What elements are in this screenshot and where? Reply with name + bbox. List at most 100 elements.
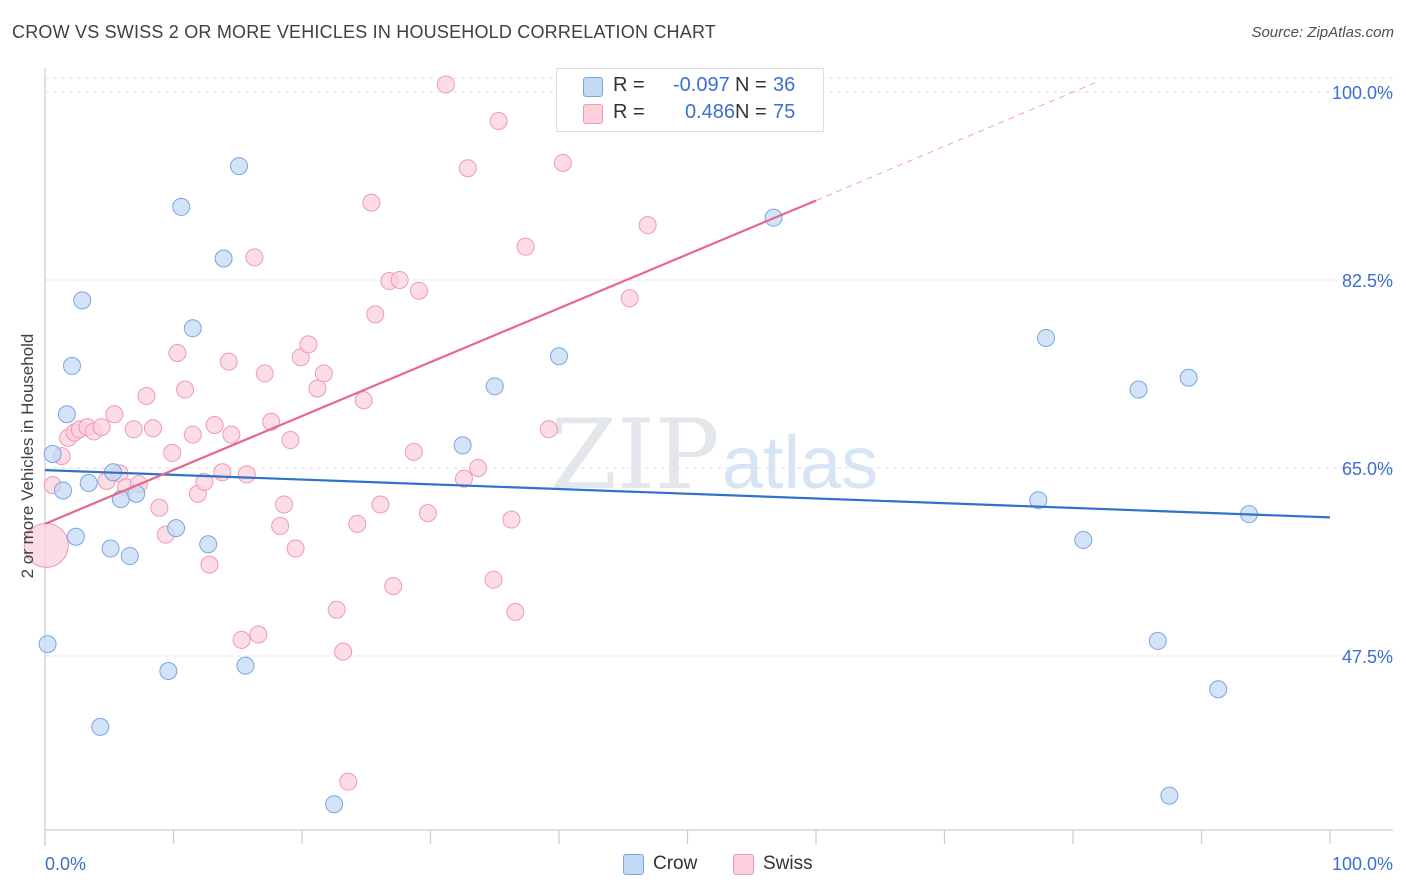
crow-point — [1148, 631, 1167, 650]
crow-point — [550, 347, 568, 366]
swiss-point — [620, 289, 639, 308]
swiss-point — [299, 335, 318, 354]
y-tick-label: 47.5% — [1342, 647, 1393, 667]
swiss-n-value: 75 — [773, 101, 796, 123]
swiss-point — [195, 472, 214, 491]
swiss-point — [213, 463, 232, 482]
crow-point — [1179, 368, 1198, 387]
swiss-point — [255, 364, 274, 383]
crow-point — [43, 445, 62, 463]
crow-point — [79, 474, 98, 493]
swiss-point — [489, 111, 508, 130]
swiss-point — [275, 495, 294, 514]
swiss-point — [506, 602, 525, 621]
swiss-point — [124, 420, 143, 439]
swiss-point — [262, 412, 281, 431]
swiss-point — [150, 498, 169, 517]
swiss-trend-extension — [815, 80, 1099, 201]
swiss-point — [245, 248, 264, 267]
swiss-point — [469, 458, 488, 477]
swiss-point — [271, 516, 290, 535]
y-tick-label: 65.0% — [1342, 459, 1393, 479]
swiss-point — [409, 281, 428, 300]
crow-point — [62, 356, 81, 375]
crow-point — [1074, 530, 1093, 549]
swiss-point — [553, 153, 572, 172]
x-tick-label-max: 100.0% — [1332, 854, 1393, 874]
swiss-point — [371, 495, 390, 514]
crow-point — [453, 436, 472, 455]
swiss-point — [516, 237, 535, 256]
swiss-n-label: N = — [735, 101, 767, 123]
chart-title: CROW VS SWISS 2 OR MORE VEHICLES IN HOUS… — [12, 22, 717, 42]
swiss-point — [183, 425, 202, 444]
swiss-point — [454, 469, 473, 488]
crow-point — [159, 662, 178, 681]
swiss-point — [339, 772, 358, 791]
crow-point — [1037, 328, 1056, 347]
swiss-point — [539, 420, 558, 439]
bottom-crow-label: Crow — [653, 853, 698, 874]
swiss-point — [219, 352, 238, 371]
swiss-r-label: R = — [613, 101, 645, 123]
swiss-point — [314, 364, 333, 383]
crow-point — [236, 656, 255, 675]
crow-n-value: 36 — [773, 74, 796, 96]
swiss-point — [237, 465, 256, 484]
swiss-point — [638, 216, 657, 235]
swiss-trend-line — [44, 199, 817, 525]
swiss-point — [168, 344, 187, 363]
crow-point — [214, 249, 233, 268]
swiss-swatch — [583, 104, 603, 124]
swiss-point — [404, 442, 423, 461]
swiss-point — [249, 625, 268, 644]
bottom-crow-swatch — [623, 854, 644, 875]
swiss-point — [137, 386, 156, 405]
watermark-atlas: atlas — [722, 421, 878, 504]
source-label: Source: ZipAtlas.com — [1251, 24, 1394, 41]
crow-point — [183, 319, 202, 338]
swiss-point — [362, 193, 381, 212]
swiss-point — [143, 419, 162, 438]
crow-swatch — [583, 77, 603, 97]
crow-trend-line — [44, 469, 1331, 519]
swiss-point — [205, 415, 224, 434]
swiss-point — [281, 431, 300, 450]
crow-point — [485, 377, 504, 396]
crow-point — [57, 405, 76, 424]
crow-point — [91, 717, 110, 736]
swiss-point — [384, 577, 403, 596]
x-tick-label-min: 0.0% — [45, 854, 86, 874]
crow-point — [38, 635, 57, 654]
swiss-point — [200, 555, 219, 574]
crow-point — [53, 481, 72, 500]
crow-point — [172, 197, 191, 216]
swiss-point — [105, 405, 124, 424]
stats-legend: R = -0.097 N = 36 R = 0.486 N = 75 — [556, 68, 824, 132]
crow-r-label: R = — [613, 74, 645, 96]
swiss-point — [308, 379, 327, 398]
y-tick-label: 100.0% — [1332, 83, 1393, 103]
swiss-point — [502, 510, 521, 529]
crow-point — [101, 539, 120, 558]
swiss-point — [232, 630, 251, 649]
swiss-point — [176, 380, 195, 399]
crow-point — [120, 547, 139, 566]
swiss-point — [436, 75, 455, 94]
crow-n-label: N = — [735, 74, 767, 96]
crow-point — [1129, 380, 1148, 399]
swiss-point — [163, 443, 182, 462]
crow-point — [1029, 491, 1048, 510]
crow-point — [1209, 680, 1228, 699]
swiss-point — [418, 504, 437, 523]
crow-point — [1160, 786, 1179, 805]
y-axis-label: 2 or more Vehicles in Household — [18, 333, 37, 579]
swiss-point — [484, 570, 503, 589]
bottom-swiss-label: Swiss — [763, 853, 813, 874]
swiss-point — [286, 539, 305, 558]
swiss-point — [366, 305, 385, 324]
swiss-point — [348, 514, 367, 533]
crow-point — [199, 535, 218, 554]
swiss-point — [458, 159, 477, 178]
